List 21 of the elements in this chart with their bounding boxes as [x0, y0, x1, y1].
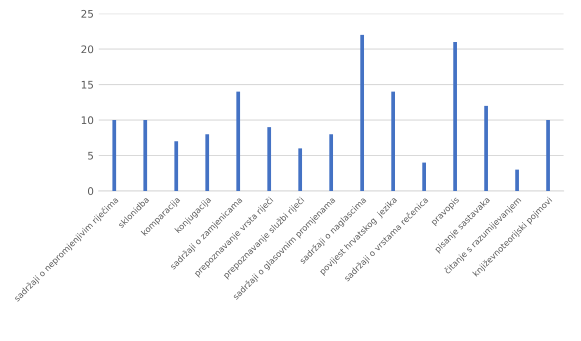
bar: [484, 106, 488, 191]
bar: [267, 127, 272, 191]
bar: [174, 141, 178, 191]
bar: [329, 134, 334, 191]
y-tick-label: 5: [88, 152, 93, 160]
bar: [515, 170, 519, 191]
bar: [205, 134, 210, 191]
y-tick-label: 10: [82, 116, 94, 124]
bar: [112, 120, 116, 191]
bar: [453, 42, 457, 191]
y-tick-label: 0: [88, 187, 94, 196]
bar: [422, 162, 426, 191]
y-tick-label: 25: [81, 10, 93, 18]
bar: [298, 148, 302, 191]
bar: [391, 92, 396, 191]
bar: [546, 120, 550, 191]
bar: [236, 92, 240, 191]
y-tick-label: 20: [81, 45, 94, 54]
y-tick-label: 15: [82, 80, 93, 89]
bar: [143, 120, 148, 191]
bar: [360, 34, 364, 191]
